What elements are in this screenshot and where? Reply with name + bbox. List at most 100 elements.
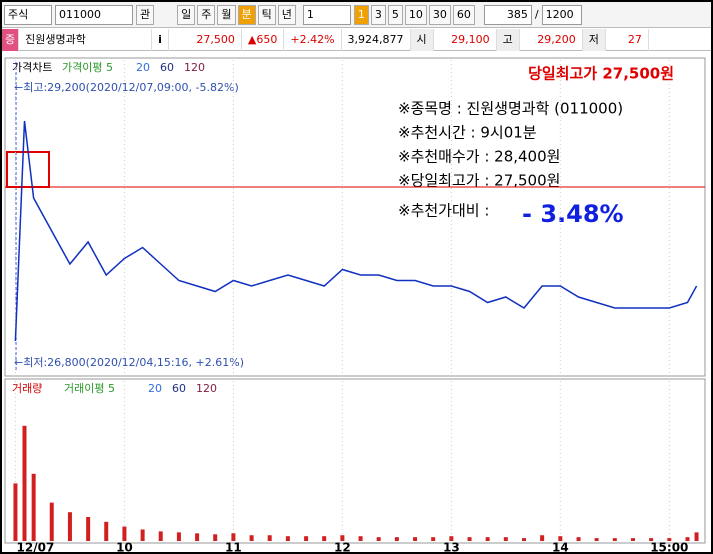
period-count[interactable]: 1 (302, 4, 351, 25)
volume-bar (104, 521, 109, 541)
period-button[interactable]: 월 (217, 4, 236, 25)
price-panel (4, 57, 706, 377)
price-ma: 60 (160, 61, 174, 74)
diff-value: - 3.48% (522, 200, 624, 228)
watch-button[interactable]: 관 (136, 4, 155, 25)
volume-bar (394, 537, 399, 541)
minute-button[interactable]: 60 (452, 4, 475, 25)
info-line: ※당일최고가 : 27,500원 (398, 172, 560, 190)
total-input[interactable]: 1200 (541, 4, 582, 25)
market-select[interactable]: 주식 (4, 4, 52, 25)
separator: / (534, 8, 539, 21)
open: 29,100 (434, 28, 497, 51)
headline: 당일최고가 27,500원 (528, 65, 674, 83)
open-label: 시 (410, 28, 434, 51)
x-tick-label: 13 (443, 541, 460, 553)
info-line: ※추천매수가 : 28,400원 (398, 148, 560, 166)
quote-bar: 증 진원생명과학 i 27,500 ▲650 +2.42% 3,924,877 … (2, 28, 711, 51)
change: ▲650 (242, 28, 285, 51)
volume-ma: 20 (148, 382, 162, 395)
minute-group: 1 3 5 10 30 60 (353, 4, 475, 25)
volume-bar (122, 526, 127, 541)
x-tick-label: 15:00 (650, 541, 688, 553)
volume-ma: 60 (172, 382, 186, 395)
volume-bar (467, 537, 472, 541)
period-button[interactable]: 분 (237, 4, 256, 25)
volume-bar (503, 537, 508, 541)
volume-bar (376, 537, 381, 541)
volume-bar (213, 534, 218, 541)
price-line (14, 120, 698, 342)
price-ma: 120 (184, 61, 205, 74)
volume-bar (31, 473, 36, 541)
volume-bar (685, 537, 690, 541)
period-button[interactable]: 년 (277, 4, 296, 25)
x-tick-label: 12/07 (17, 541, 55, 553)
volume-bar (540, 535, 545, 541)
price: 27,500 (169, 28, 242, 51)
low-label: 저 (582, 28, 606, 51)
volume-bar (140, 529, 145, 541)
x-tick-label: 12 (334, 541, 351, 553)
high-note: ←최고:29,200(2020/12/07,09:00, -5.82%) (14, 81, 239, 94)
volume-bar (231, 533, 236, 541)
minute-button[interactable]: 10 (404, 4, 427, 25)
volume-bar (49, 502, 54, 541)
high: 29,200 (520, 28, 583, 51)
volume-bar (667, 538, 672, 541)
x-tick-label: 11 (225, 541, 242, 553)
volume-bar (249, 535, 254, 541)
volume-bar (649, 538, 654, 541)
volume: 3,924,877 (342, 28, 411, 51)
minute-button[interactable]: 30 (428, 4, 451, 25)
volume-bar (449, 536, 454, 541)
volume-bar (431, 537, 436, 541)
period-button[interactable]: 일 (177, 4, 196, 25)
minute-button[interactable]: 5 (387, 4, 403, 25)
volume-bar (358, 536, 363, 541)
volume-bar (285, 536, 290, 541)
volume-bar (22, 425, 27, 541)
price-ma: 20 (136, 61, 150, 74)
volume-bar (267, 535, 272, 541)
volume-bar (67, 512, 72, 541)
volume-title: 거래량 (12, 382, 42, 395)
volume-bar (485, 537, 490, 541)
volume-bar (594, 538, 599, 541)
volume-bar (304, 536, 309, 541)
volume-ma-label: 거래이평 5 (64, 382, 115, 395)
minute-button[interactable]: 3 (370, 4, 386, 25)
volume-bar (576, 537, 581, 541)
volume-bar (158, 531, 163, 541)
stock-name: 진원생명과학 (19, 28, 153, 51)
count-input[interactable]: 385 (483, 4, 532, 25)
rate: +2.42% (284, 28, 342, 51)
volume-panel (4, 378, 706, 544)
period-button[interactable]: 틱 (257, 4, 276, 25)
period-button[interactable]: 주 (197, 4, 216, 25)
low-note: ←최저:26,800(2020/12/04,15:16, +2.61%) (14, 356, 244, 369)
info-line: ※추천시간 : 9시01분 (398, 124, 537, 142)
info-line: ※추천가대비 : (398, 202, 489, 220)
volume-bar (694, 532, 699, 541)
high-label: 고 (496, 28, 520, 51)
info-button[interactable]: i (152, 28, 169, 51)
info-line: ※종목명 : 진원생명과학 (011000) (398, 100, 623, 118)
x-tick-label: 10 (116, 541, 133, 553)
volume-bar (558, 536, 563, 541)
price-ma-label: 가격이평 5 (62, 61, 113, 74)
volume-bar (13, 483, 18, 541)
minute-button[interactable]: 1 (353, 4, 369, 25)
volume-bar (322, 536, 327, 541)
volume-bar (413, 537, 418, 541)
volume-bar (631, 538, 636, 541)
volume-bar (340, 535, 345, 541)
volume-ma: 120 (196, 382, 217, 395)
low: 27 (606, 28, 649, 51)
volume-bar (522, 538, 527, 541)
volume-bar (86, 517, 91, 541)
code-input[interactable]: 011000 (55, 4, 133, 25)
